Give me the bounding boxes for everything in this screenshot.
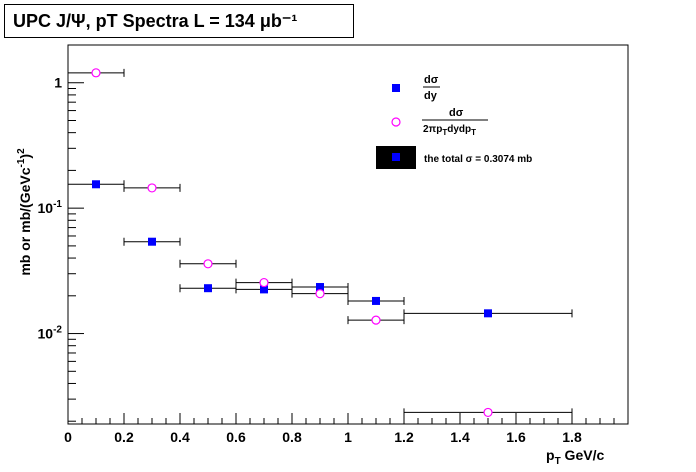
y-tick-label: 1: [54, 75, 62, 91]
x-tick-label: 1.6: [506, 429, 526, 445]
chart-title: UPC J/Ψ, pT Spectra L = 134 μb⁻¹: [13, 11, 298, 31]
legend-label-1-num: dσ: [424, 74, 439, 86]
x-tick-label: 1.8: [562, 429, 582, 445]
data-point-square: [372, 296, 380, 305]
data-point-square: [484, 309, 492, 318]
x-tick-label: 0.4: [170, 429, 190, 445]
data-point-circle: [203, 259, 213, 269]
x-tick-label: 0: [64, 429, 72, 445]
plot-frame: [67, 44, 629, 425]
data-point-circle: [259, 277, 269, 288]
data-point-square: [260, 285, 268, 294]
x-tick-label: 0.2: [114, 429, 134, 445]
legend-label-1-den: dy: [424, 90, 438, 102]
data-point-circle: [91, 68, 101, 78]
legend-label-2-den: 2πpTdydpT: [423, 124, 476, 137]
data-point-circle: [315, 289, 325, 299]
y-axis-title: mb or mb/(GeVc-1)2: [16, 148, 33, 276]
data-point-square: [316, 283, 324, 292]
legend-square-marker: [392, 153, 400, 161]
data-point-square: [148, 237, 156, 246]
x-tick-label: 1.4: [450, 429, 470, 445]
legend-label-3: the total σ = 0.3074 mb: [424, 154, 532, 165]
x-tick-label: 0.8: [282, 429, 302, 445]
legend-square-marker: [392, 84, 400, 92]
y-tick-label: 10-1: [38, 199, 63, 216]
x-tick-label: 0.6: [226, 429, 246, 445]
data-point-circle: [371, 315, 381, 325]
x-axis-title: pT GeV/c: [546, 447, 604, 467]
data-point-circle: [483, 407, 493, 418]
x-tick-label: 1.2: [394, 429, 414, 445]
data-point-square: [92, 180, 100, 189]
x-tick-label: 1: [344, 429, 352, 445]
legend-circle-marker: [391, 117, 401, 127]
data-point-circle: [147, 183, 157, 193]
legend-label-2-num: dσ: [449, 107, 464, 119]
y-tick-label: 10-2: [38, 325, 63, 342]
chart-title-box: UPC J/Ψ, pT Spectra L = 134 μb⁻¹: [4, 4, 354, 38]
data-point-square: [204, 284, 212, 293]
